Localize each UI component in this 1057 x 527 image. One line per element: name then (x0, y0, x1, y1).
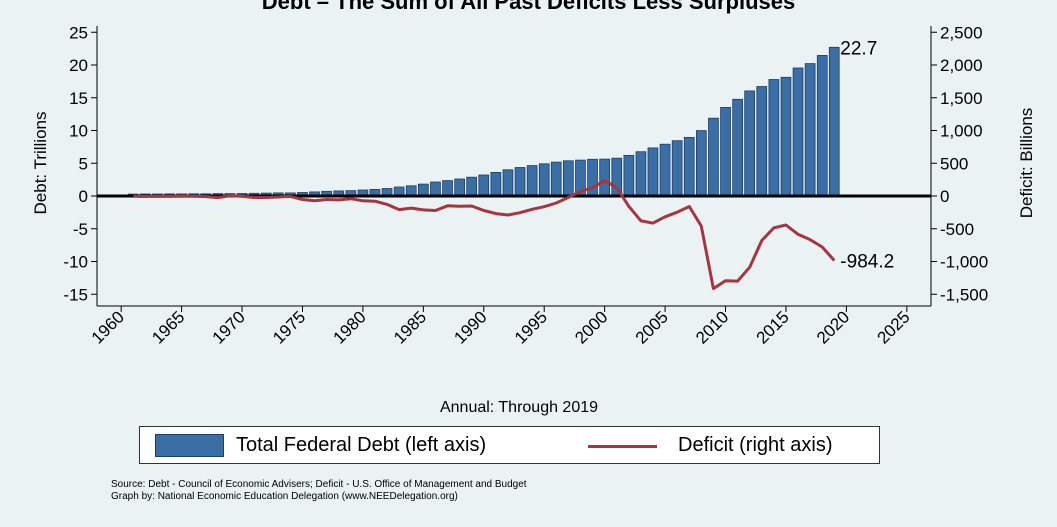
x-tick-label: 2020 (813, 307, 853, 347)
debt-bar (550, 161, 562, 197)
x-axis-label: Annual: Through 2019 (440, 399, 598, 416)
x-tick-label: 1975 (269, 307, 309, 347)
debt-bar (405, 185, 417, 197)
debt-bar (623, 154, 635, 197)
debt-bar (780, 76, 792, 197)
right-tick-label: -1,000 (940, 253, 988, 272)
debt-bars (127, 46, 840, 197)
left-axis-ticks: 25 20 15 10 5 0 -5 -10 -15 (63, 23, 97, 304)
right-tick-label: 1,000 (940, 122, 983, 141)
x-tick-label: 2015 (753, 307, 793, 347)
legend-label-debt: Total Federal Debt (left axis) (236, 434, 487, 456)
left-tick-label: 25 (69, 23, 88, 42)
x-tick-label: 1995 (511, 307, 551, 347)
left-tick-label: 0 (79, 187, 88, 206)
debt-bar (696, 130, 707, 197)
x-tick-label: 1980 (330, 307, 370, 347)
debt-bar (599, 158, 611, 197)
left-tick-label: 10 (69, 122, 88, 141)
debt-bar (671, 140, 683, 197)
x-tick-label: 1960 (88, 307, 128, 347)
legend-swatch-deficit (588, 445, 657, 448)
x-tick-label: 1965 (148, 307, 188, 347)
debt-bar (417, 183, 429, 197)
debt-bar (816, 55, 828, 197)
x-tick-label: 2025 (873, 307, 913, 347)
x-tick-label: 2010 (692, 307, 732, 347)
source-note: Source: Debt - Council of Economic Advis… (111, 479, 527, 503)
right-tick-label: -500 (940, 220, 974, 239)
left-tick-label: -10 (63, 253, 88, 272)
x-tick-label: 1970 (209, 307, 249, 347)
left-tick-label: 5 (79, 154, 88, 173)
debt-bar (804, 63, 816, 197)
debt-bar (720, 107, 731, 197)
right-tick-label: 1,500 (940, 89, 983, 108)
x-tick-label: 2000 (571, 307, 611, 347)
debt-bar (526, 165, 538, 197)
debt-bar (744, 90, 756, 197)
debt-bar (768, 79, 780, 197)
debt-bar (587, 158, 598, 197)
debt-bar (442, 180, 453, 197)
left-tick-label: 20 (69, 56, 88, 75)
debt-bar (430, 181, 441, 197)
right-tick-label: 2,500 (940, 23, 983, 42)
annotation-deficit-value: -984.2 (840, 251, 894, 272)
annotation-debt-value: 22.7 (840, 38, 877, 59)
debt-bar (708, 117, 719, 197)
chart-title: Debt – The Sum of All Past Deficits Less… (261, 0, 796, 14)
right-tick-label: 500 (940, 154, 968, 173)
deficit-line (133, 179, 836, 291)
debt-bar (683, 136, 695, 197)
debt-bar (514, 167, 526, 197)
x-tick-label: 2005 (632, 307, 672, 347)
debt-bar (454, 178, 466, 197)
debt-bar (792, 67, 804, 197)
debt-bar (635, 151, 647, 197)
debt-bar (647, 147, 659, 197)
source-line-2: Graph by: National Economic Education De… (111, 491, 458, 502)
debt-bar (756, 86, 768, 197)
debt-bar (828, 46, 840, 197)
left-tick-label: -5 (73, 220, 88, 239)
debt-bar (466, 176, 478, 197)
legend-label-deficit: Deficit (right axis) (678, 434, 833, 456)
y-axis-label-right: Deficit: Billions (1017, 108, 1036, 219)
legend-swatch-debt (155, 434, 224, 457)
debt-bar (563, 160, 574, 197)
debt-bar (732, 98, 744, 197)
left-tick-label: -15 (63, 285, 88, 304)
right-tick-label: 2,000 (940, 56, 983, 75)
debt-bar (478, 174, 490, 197)
left-tick-label: 15 (69, 89, 88, 108)
x-tick-label: 1990 (450, 307, 490, 347)
source-line-1: Source: Debt - Council of Economic Advis… (111, 479, 527, 490)
right-axis-ticks: 2,500 2,000 1,500 1,000 500 0 -500 -1,000 -1,500 (931, 23, 988, 304)
legend: Total Federal Debt (left axis) Deficit (… (139, 426, 880, 464)
debt-bar (538, 163, 550, 197)
right-tick-label: -1,500 (940, 285, 988, 304)
debt-bar (659, 143, 671, 197)
x-tick-label: 1985 (390, 307, 430, 347)
debt-bar (490, 171, 502, 197)
debt-bar (502, 169, 514, 197)
right-tick-label: 0 (940, 187, 949, 206)
y-axis-label-left: Debt: Trillions (31, 112, 50, 215)
x-axis-ticks: 1960 1965 1970 1975 1980 1985 1990 1995 2000 2005… (88, 306, 914, 348)
